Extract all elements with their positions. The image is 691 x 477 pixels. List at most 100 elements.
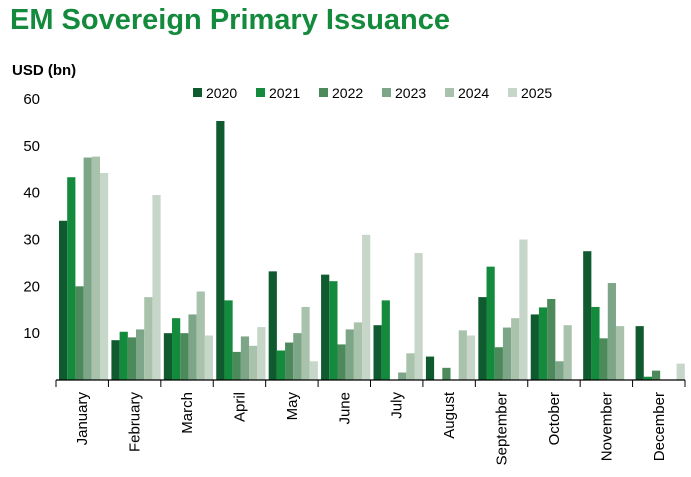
x-tick-label: March (179, 392, 196, 434)
bar-2020-december (635, 326, 644, 380)
bar-2025-march (204, 335, 214, 380)
x-axis-labels: January February March April May June July Augu… (74, 391, 668, 465)
bar-2024-june (353, 322, 363, 380)
legend-label: 2025 (521, 85, 552, 101)
legend-swatch (256, 88, 265, 97)
x-tick-label: November (598, 392, 615, 461)
bar-2024-february (144, 297, 153, 380)
bar-2025-february (152, 195, 161, 380)
bar-2021-july (381, 300, 390, 380)
x-tick-label: December (651, 392, 668, 461)
bar-2021-may (276, 350, 286, 380)
bar-2021-october (538, 307, 548, 380)
bar-2021-february (119, 331, 128, 380)
x-tick-label: April (231, 392, 248, 422)
bar-2020-june (321, 274, 330, 381)
bar-2020-april (216, 121, 225, 380)
bar-2025-january (100, 173, 109, 380)
bar-2025-april (257, 327, 266, 380)
bar-2023-june (345, 329, 354, 380)
bar-2020-august (425, 356, 435, 380)
bar-2025-september (519, 239, 528, 380)
bar-2024-may (301, 306, 310, 380)
bar-2024-august (458, 330, 467, 380)
y-tick-label: 20 (23, 278, 40, 295)
bar-2024-july (406, 353, 415, 380)
y-axis-ticks: 10 20 30 40 50 60 (23, 91, 40, 342)
bar-2025-may (309, 361, 318, 380)
bar-2020-november (583, 251, 592, 380)
legend-label: 2024 (458, 85, 489, 101)
bar-2022-may (285, 342, 294, 380)
bar-2022-june (337, 344, 346, 380)
bar-2020-september (478, 297, 487, 380)
bar-2022-march (180, 333, 189, 380)
x-tick-label: May (284, 392, 301, 421)
bar-2020-march (163, 333, 173, 380)
bar-2023-november (607, 283, 616, 380)
bar-2023-october (555, 361, 564, 380)
bar-2020-february (111, 340, 120, 380)
bar-2021-november (591, 306, 600, 380)
x-tick-label: August (441, 391, 458, 439)
bar-2021-december (643, 376, 652, 380)
y-tick-label: 30 (23, 232, 40, 249)
x-tick-label: July (389, 392, 406, 419)
bar-2023-july (398, 372, 407, 380)
bar-2021-june (329, 281, 338, 380)
y-axis-label: USD (bn) (12, 62, 76, 79)
legend-swatch (508, 88, 517, 97)
bar-2022-april (232, 351, 241, 380)
legend-label: 2022 (332, 85, 363, 101)
bar-2022-february (127, 337, 137, 380)
bar-2022-january (75, 286, 84, 380)
x-tick-label: October (546, 392, 563, 445)
bar-2021-september (486, 266, 495, 380)
axes (55, 379, 686, 387)
y-tick-label: 50 (23, 138, 40, 155)
bar-2022-august (442, 367, 451, 380)
x-tick-label: January (74, 392, 91, 446)
bar-2022-december (651, 370, 661, 380)
legend-swatch (382, 88, 391, 97)
bar-2022-november (599, 338, 608, 380)
legend-swatch (445, 88, 454, 97)
legend-label: 2021 (269, 85, 300, 101)
bar-2024-october (563, 325, 572, 380)
y-tick-label: 40 (23, 185, 40, 202)
bar-2022-october (547, 298, 556, 380)
legend-swatch (193, 88, 202, 97)
bar-2023-april (240, 336, 250, 380)
x-tick-label: September (494, 392, 511, 465)
bar-2023-may (293, 333, 302, 380)
bar-2023-january (83, 157, 92, 380)
bar-2022-september (494, 347, 503, 380)
bar-2023-september (502, 327, 512, 380)
bar-2024-january (91, 156, 100, 380)
bar-2023-march (188, 314, 197, 380)
bar-2023-february (136, 329, 145, 380)
legend-swatch (319, 88, 328, 97)
legend-label: 2023 (395, 85, 426, 101)
legend-label: 2020 (206, 85, 237, 101)
bar-2020-october (530, 314, 539, 380)
bar-2020-may (268, 271, 277, 380)
bar-2021-march (172, 318, 181, 380)
y-tick-label: 60 (23, 91, 40, 108)
bar-2025-august (466, 335, 476, 380)
bar-2025-june (362, 234, 371, 380)
legend: 2020 2021 2022 2023 2024 2025 (193, 85, 552, 101)
bar-2024-april (249, 345, 258, 380)
bar-2024-november (615, 326, 625, 380)
bar-2025-december (676, 363, 685, 380)
bar-2021-april (224, 300, 233, 380)
chart-title: EM Sovereign Primary Issuance (10, 4, 451, 36)
x-tick-label: June (336, 392, 353, 425)
y-tick-label: 10 (23, 325, 40, 342)
bar-2020-january (59, 220, 68, 380)
bar-2024-september (511, 318, 520, 380)
bar-2020-july (373, 325, 382, 380)
bar-2021-january (67, 177, 76, 380)
bar-2024-march (196, 291, 205, 380)
